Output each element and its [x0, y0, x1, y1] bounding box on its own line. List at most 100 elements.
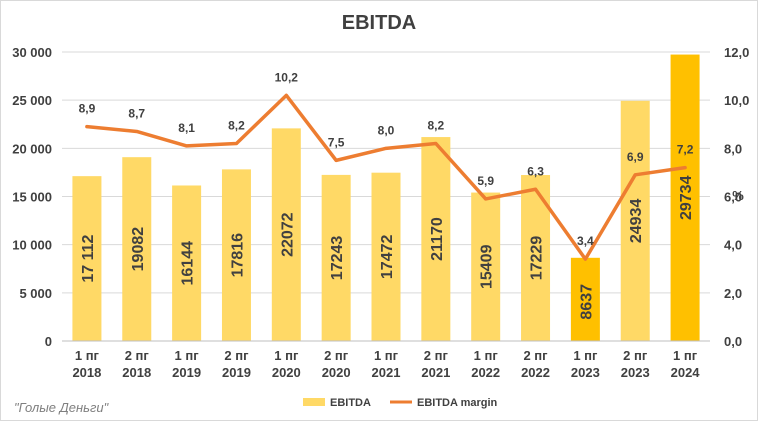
x-tick-label-year: 2020: [322, 365, 351, 380]
margin-point: [284, 93, 288, 97]
x-tick-label-year: 2020: [272, 365, 301, 380]
axes: 0 5 000 10 000 15 000 20 000 25 000 30 000 0,0 2…: [12, 45, 749, 380]
margin-point: [633, 173, 637, 177]
chart-title: EBITDA: [342, 12, 416, 34]
bar-value-label: 17816: [229, 233, 246, 278]
legend-label-ebitda: EBITDA: [330, 397, 371, 409]
x-tick-label-period: 1 пг: [274, 348, 299, 363]
x-tick-label-period: 1 пг: [75, 348, 100, 363]
margin-value-label: 7,5: [328, 135, 345, 149]
bar: [670, 54, 700, 341]
bar: [421, 137, 451, 341]
bar: [221, 169, 251, 341]
y-right-tick-label: 4,0: [724, 238, 742, 253]
margin-value-label: 7,2: [677, 143, 694, 157]
x-tick-label-period: 2 пг: [224, 348, 249, 363]
y-right-tick-label: 10,0: [724, 93, 749, 108]
x-tick-label-period: 1 пг: [673, 348, 698, 363]
y-left-tick-label: 20 000: [12, 141, 52, 156]
bars: [72, 54, 700, 342]
y-left-tick-label: 0: [45, 334, 52, 349]
margin-point: [384, 146, 388, 150]
x-tick-label-period: 1 пг: [474, 348, 499, 363]
x-tick-label-period: 2 пг: [523, 348, 548, 363]
margin-value-label: 6,3: [527, 164, 544, 178]
margin-value-label: 5,9: [477, 174, 494, 188]
margin-point: [583, 257, 587, 261]
bar: [122, 157, 152, 341]
bar: [620, 100, 650, 342]
margin-value-label: 8,2: [228, 119, 245, 133]
y-left-tick-label: 25 000: [12, 93, 52, 108]
x-tick-label-period: 2 пг: [424, 348, 449, 363]
x-tick-label-period: 2 пг: [125, 348, 150, 363]
bar: [371, 172, 401, 341]
bar-value-label: 22072: [279, 212, 296, 257]
bar: [271, 128, 301, 341]
bar: [321, 174, 351, 341]
bar: [72, 176, 102, 341]
x-tick-label-year: 2019: [172, 365, 201, 380]
bar-value-label: 17 112: [80, 234, 97, 282]
bar-value-label: 21170: [429, 217, 446, 261]
y-left-tick-label: 5 000: [19, 286, 52, 301]
x-tick-label-year: 2018: [72, 365, 101, 380]
bar-value-label: 19082: [130, 227, 147, 272]
margin-point: [683, 166, 687, 170]
x-tick-label-year: 2021: [421, 365, 450, 380]
bar: [570, 257, 600, 341]
y-right-tick-label: 0,0: [724, 334, 742, 349]
margin-line: [85, 93, 687, 261]
x-tick-label-year: 2019: [222, 365, 251, 380]
margin-point: [434, 142, 438, 146]
margin-point: [234, 142, 238, 146]
margin-value-label: 8,2: [428, 119, 445, 133]
bar: [471, 192, 501, 341]
x-tick-label-year: 2024: [671, 365, 701, 380]
margin-point: [185, 144, 189, 148]
legend-label-margin: EBITDA margin: [417, 397, 498, 409]
bar-value-label: 29734: [678, 175, 695, 220]
y-right-tick-label: 8,0: [724, 141, 742, 156]
x-tick-label-period: 2 пг: [324, 348, 349, 363]
x-tick-label-year: 2023: [621, 365, 650, 380]
margin-value-label: 8,1: [178, 121, 195, 135]
x-tick-label-period: 2 пг: [623, 348, 648, 363]
x-tick-label-year: 2018: [122, 365, 151, 380]
y-right-tick-label: 6,0: [724, 190, 742, 205]
x-tick-label-year: 2021: [372, 365, 401, 380]
margin-value-label: 6,9: [627, 150, 644, 164]
bar: [172, 185, 202, 341]
margin-point: [484, 197, 488, 201]
bar-value-label: 17229: [529, 236, 546, 281]
margin-point: [334, 158, 338, 162]
bar-value-label: 24934: [628, 199, 645, 244]
margin-point: [135, 129, 139, 133]
x-tick-label-period: 1 пг: [175, 348, 200, 363]
y-left-tick-label: 10 000: [12, 238, 52, 253]
bar-value-label: 17243: [329, 236, 346, 281]
margin-point: [534, 187, 538, 191]
y-left-tick-label: 30 000: [12, 45, 52, 60]
right-axis-label: %: [732, 188, 744, 203]
margin-value-label: 8,0: [378, 123, 395, 137]
x-tick-label-year: 2022: [471, 365, 500, 380]
bar-value-label: 17472: [379, 234, 396, 279]
x-tick-label-year: 2022: [521, 365, 550, 380]
margin-value-label: 8,7: [128, 106, 145, 120]
bar-value-label: 16144: [180, 241, 197, 286]
margin-value-label: 8,9: [79, 102, 96, 116]
y-right-tick-label: 2,0: [724, 286, 742, 301]
x-tick-label-period: 1 пг: [374, 348, 399, 363]
legend-swatch-ebitda: [303, 398, 325, 406]
source-note: "Голые Деньги": [14, 400, 110, 415]
bar-value-label: 8637: [578, 284, 595, 320]
margin-value-label: 10,2: [275, 70, 299, 84]
margin-value-label: 3,4: [577, 234, 594, 248]
y-right-tick-label: 12,0: [724, 45, 749, 60]
x-tick-label-period: 1 пг: [573, 348, 598, 363]
x-tick-label-year: 2023: [571, 365, 600, 380]
margin-point: [85, 125, 89, 129]
data-labels: 17 112 19082 16144 17816 22072 17243 17472 2117…: [79, 70, 695, 319]
